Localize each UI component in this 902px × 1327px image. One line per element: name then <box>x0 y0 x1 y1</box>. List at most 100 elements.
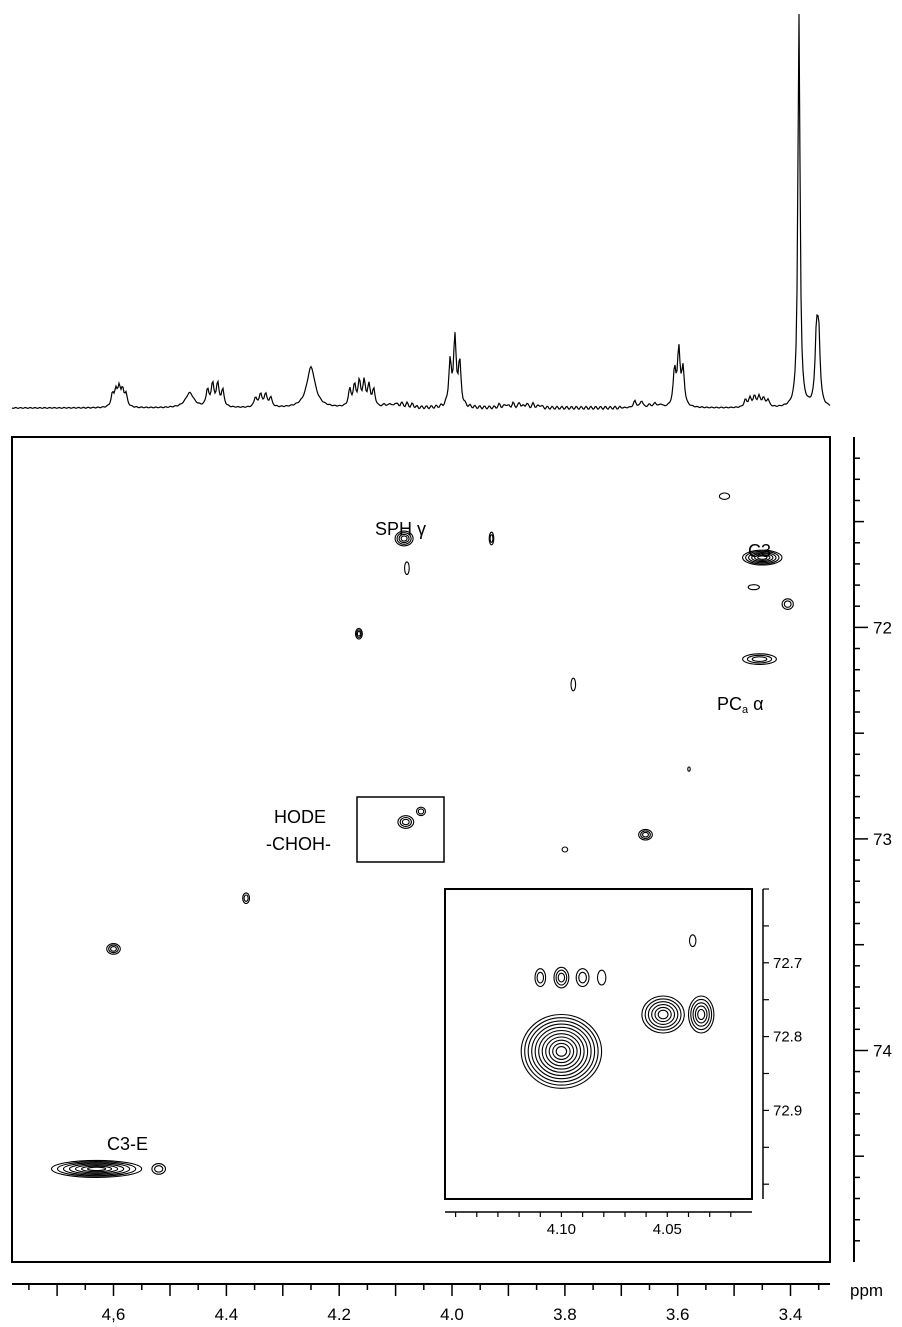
contour-ring <box>578 971 587 984</box>
contour-ring <box>56 1161 137 1177</box>
contour-ring <box>647 1001 679 1028</box>
contour-ring <box>575 968 590 988</box>
contour-ring <box>110 946 117 952</box>
cross-peak <box>151 1163 167 1175</box>
contour-ring <box>401 818 410 826</box>
contour-ring <box>657 1009 669 1020</box>
contour-ring <box>400 535 408 542</box>
contour-ring <box>638 828 653 841</box>
contour-ring <box>527 1020 596 1083</box>
contour-ring <box>561 846 569 853</box>
cross-peak <box>561 846 569 853</box>
inset-cross-peak <box>687 995 715 1034</box>
y-tick-label: 74 <box>873 1042 892 1061</box>
contour-ring <box>396 532 412 545</box>
x-tick-label: 4.2 <box>327 1305 351 1324</box>
contour-ring <box>488 531 495 546</box>
cross-peak <box>242 892 251 905</box>
contour-ring <box>354 627 363 640</box>
contour-ring <box>687 766 691 772</box>
cross-peak <box>404 561 410 576</box>
contour-ring <box>555 1046 568 1057</box>
contour-ring <box>742 653 777 665</box>
inset-y-tick-label: 72.8 <box>773 1029 802 1046</box>
contour-ring <box>555 969 568 986</box>
contour-ring <box>417 808 425 815</box>
cross-peak <box>354 627 363 640</box>
contour-ring <box>742 549 783 566</box>
contour-ring <box>355 629 362 639</box>
contour-ring <box>746 654 773 664</box>
cross-peak <box>638 828 653 841</box>
cross-peak <box>397 815 415 829</box>
label-sph-gamma: SPH γ <box>375 519 426 539</box>
cross-peak <box>570 677 577 692</box>
contour-ring <box>50 1159 143 1178</box>
contour-ring <box>398 533 410 544</box>
contour-ring <box>781 598 794 610</box>
contour-ring <box>641 995 685 1034</box>
cross-peak <box>687 766 691 772</box>
contour-ring <box>745 550 780 565</box>
contour-ring <box>538 1029 585 1073</box>
inset-x-tick-label: 4.10 <box>547 1221 576 1238</box>
cross-peak <box>106 943 121 955</box>
contour-ring <box>397 815 415 829</box>
x-tick-label: 4.4 <box>215 1305 239 1324</box>
label-pca-alpha: PCa α <box>717 694 764 716</box>
contour-ring <box>154 1165 164 1173</box>
contour-ring <box>747 584 760 591</box>
contour-ring <box>654 1006 672 1023</box>
inset-y-tick-label: 72.7 <box>773 955 802 972</box>
inset-cross-peak <box>520 1013 603 1089</box>
x-tick-label: 4,6 <box>102 1305 126 1324</box>
contour-ring <box>534 968 547 988</box>
contour-ring <box>151 1163 167 1175</box>
contour-ring <box>570 677 577 692</box>
contour-ring <box>399 816 412 828</box>
cross-peak <box>50 1159 143 1178</box>
x-tick-label: 4.0 <box>440 1305 464 1324</box>
label-c3: C3 <box>748 541 771 561</box>
cross-peak <box>488 531 495 546</box>
contour-ring <box>68 1163 125 1175</box>
contour-ring <box>718 492 731 500</box>
y-tick-label: 73 <box>873 830 892 849</box>
label-pca-suffix: α <box>748 694 763 714</box>
x-axis: 4,6 4.4 4.2 4.0 3.8 3.6 3.4 <box>12 1283 830 1324</box>
label-pca-main: PC <box>717 694 742 714</box>
inset-cross-peak <box>575 968 590 988</box>
cross-peak <box>394 530 414 547</box>
contour-ring <box>548 1039 575 1064</box>
label-hode: HODE <box>274 807 326 827</box>
contour-ring <box>748 551 777 564</box>
contour-ring <box>524 1017 599 1086</box>
cross-peak <box>742 653 777 665</box>
cross-peak <box>747 584 760 591</box>
contour-ring <box>356 630 361 637</box>
contour-ring <box>243 894 249 902</box>
inset-axes: 4.10 4.05 72.7 72.8 72.9 <box>445 888 802 1238</box>
label-choh: -CHOH- <box>266 834 331 854</box>
x-tick-label: 3.8 <box>553 1305 577 1324</box>
contour-ring <box>415 806 427 817</box>
contour-ring <box>596 969 607 986</box>
contour-ring <box>694 1005 708 1024</box>
contour-ring <box>751 656 768 662</box>
contour-ring <box>690 998 713 1031</box>
cross-peaks <box>50 492 794 1178</box>
contour-ring <box>651 1004 676 1025</box>
hode-highlight-box <box>356 796 445 863</box>
contour-ring <box>545 1036 578 1067</box>
contour-ring <box>62 1162 131 1176</box>
contour-ring <box>536 971 545 984</box>
x-tick-label: 3.6 <box>666 1305 690 1324</box>
proton-projection-spectrum <box>11 13 831 411</box>
contour-ring <box>74 1164 119 1174</box>
inset-frame <box>444 888 753 1200</box>
contour-ring <box>87 1166 107 1172</box>
cross-peak <box>415 806 427 817</box>
contour-ring <box>692 1002 710 1027</box>
plot-frame <box>11 436 831 1263</box>
